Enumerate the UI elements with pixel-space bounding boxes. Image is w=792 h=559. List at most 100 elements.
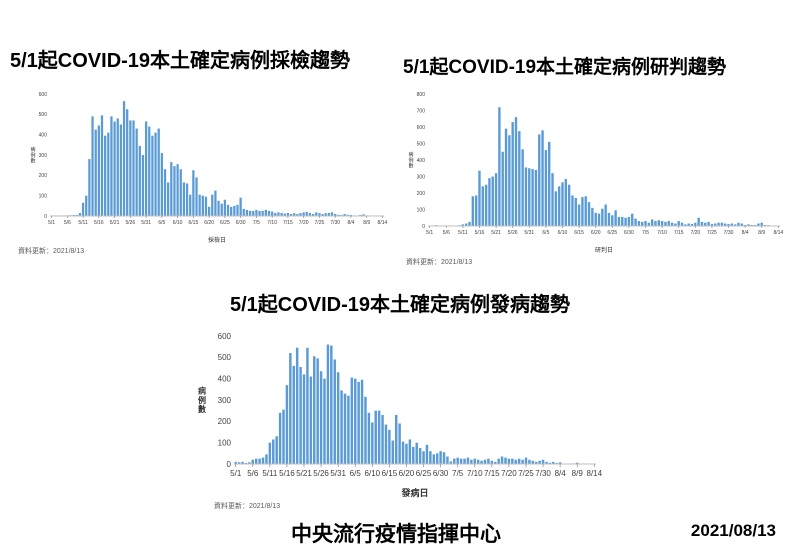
bar	[757, 223, 760, 226]
bar	[132, 120, 135, 216]
bar	[524, 167, 528, 226]
sampling-chart-footnote: 資料更新：2021/8/13	[18, 248, 85, 255]
y-tick-label: 100	[417, 207, 426, 213]
bar	[315, 212, 318, 216]
x-tick-label: 6/15	[574, 230, 584, 236]
bar	[381, 414, 384, 464]
bar	[551, 173, 554, 226]
bar	[500, 456, 504, 464]
bar	[289, 353, 292, 464]
bar	[674, 223, 677, 226]
x-tick-label: 5/31	[524, 230, 534, 236]
bar	[201, 195, 204, 216]
bar	[204, 196, 208, 216]
bar	[439, 451, 442, 464]
x-tick-label: 5/6	[247, 469, 259, 478]
x-tick-label: 5/31	[330, 469, 346, 478]
bar	[574, 197, 577, 226]
bar	[415, 442, 418, 464]
bar	[446, 456, 449, 464]
bar	[313, 356, 316, 464]
x-tick-label: 6/20	[204, 220, 214, 226]
x-tick-label: 6/20	[591, 230, 601, 236]
x-tick-label: 8/4	[347, 220, 354, 226]
x-tick-label: 5/11	[458, 230, 468, 236]
x-tick-label: 7/5	[452, 469, 464, 478]
bar	[697, 217, 700, 226]
x-tick-label: 5/26	[313, 469, 329, 478]
bar	[321, 213, 324, 216]
x-tick-label: 6/15	[189, 220, 199, 226]
bar	[113, 121, 116, 216]
bar	[621, 216, 624, 226]
bar	[687, 223, 690, 226]
bar	[528, 459, 531, 464]
bar	[333, 359, 336, 464]
x-tick-label: 5/16	[94, 220, 104, 226]
bar	[104, 135, 107, 216]
bar	[299, 366, 302, 464]
bar	[640, 221, 644, 226]
bar	[346, 214, 349, 216]
bar	[449, 461, 453, 464]
bar	[408, 439, 412, 464]
y-tick-label: 200	[417, 191, 426, 197]
bar	[394, 414, 398, 464]
bar	[483, 459, 487, 464]
x-tick-label: 6/25	[416, 469, 432, 478]
bar	[349, 214, 353, 216]
bar	[466, 457, 470, 464]
bar	[309, 376, 313, 464]
x-tick-label: 7/25	[518, 469, 534, 478]
bar	[277, 212, 280, 216]
x-tick-label: 7/5	[642, 230, 649, 236]
bar	[278, 412, 282, 464]
bar	[189, 194, 192, 216]
bar	[581, 197, 584, 226]
onset-chart-footnote: 資料更新：2021/8/13	[214, 503, 281, 510]
bar	[296, 213, 299, 216]
bar	[316, 358, 319, 464]
bar	[567, 184, 571, 226]
bar	[548, 141, 551, 226]
x-tick-label: 5/6	[443, 230, 450, 236]
bar	[654, 221, 657, 226]
bar	[285, 385, 289, 464]
bar	[511, 458, 514, 464]
x-tick-label: 7/30	[724, 230, 734, 236]
bar	[258, 458, 261, 464]
x-tick-label: 7/15	[484, 469, 500, 478]
bar	[501, 151, 504, 226]
y-tick-label: 400	[417, 158, 426, 164]
bar	[714, 223, 717, 226]
y-tick-label: 700	[417, 108, 426, 114]
bar	[422, 451, 425, 464]
footer-organization: 中央流行疫情指揮中心	[291, 523, 501, 546]
y-axis-title: 病例數	[198, 386, 206, 414]
bar	[660, 221, 664, 226]
x-tick-label: 6/10	[365, 469, 381, 478]
bar	[289, 213, 293, 216]
bar	[179, 169, 182, 216]
bar	[557, 186, 561, 226]
bar	[498, 107, 501, 226]
bar	[167, 182, 170, 216]
bar	[552, 461, 555, 464]
y-axis-title: 病例數	[408, 151, 413, 170]
x-tick-label: 5/11	[262, 469, 278, 478]
y-tick-label: 200	[39, 173, 48, 179]
bar	[340, 214, 343, 216]
confirmation-trend-bar-chart: 0 100 200 300 400 500 600 700 800 5/1 5/6 5/11 5/16 5…	[408, 92, 783, 254]
bar	[591, 207, 594, 226]
bar	[302, 212, 305, 216]
y-tick-label: 800	[417, 92, 426, 98]
bar	[274, 212, 277, 216]
bar	[717, 222, 720, 226]
bar	[487, 458, 490, 464]
bar	[252, 210, 255, 216]
bar	[677, 221, 680, 226]
bar	[545, 461, 548, 464]
bar	[554, 191, 558, 226]
bar	[308, 212, 312, 216]
bar	[650, 219, 654, 226]
